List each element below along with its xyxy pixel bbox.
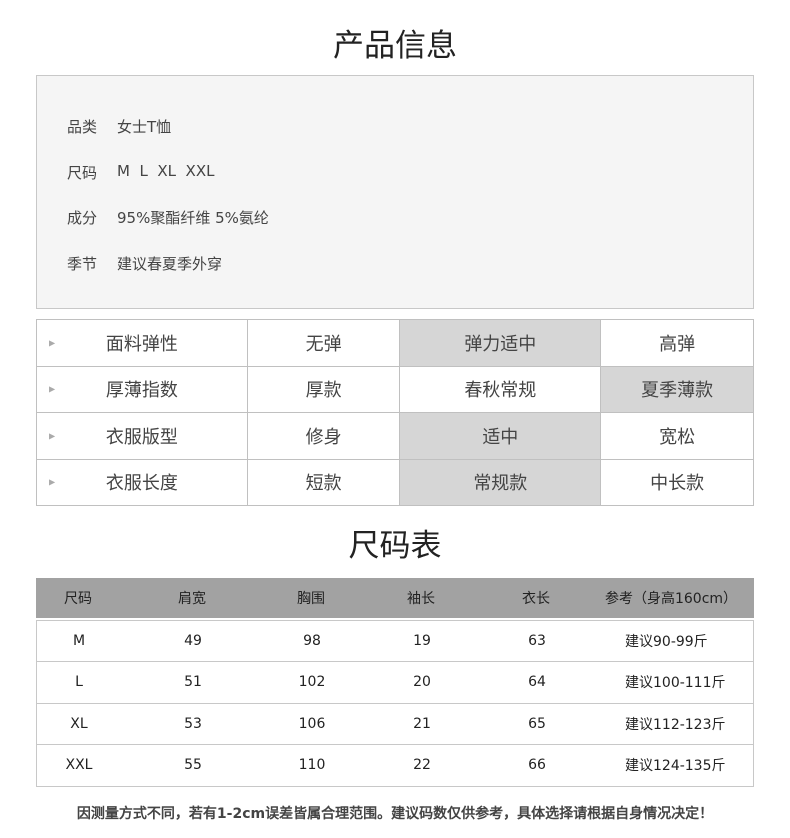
table-cell: 49 xyxy=(184,633,202,650)
info-label: 成分 xyxy=(67,209,98,227)
table-row: XL 53 106 21 65 建议112-123斤 xyxy=(37,704,753,745)
attribute-row: ▶ 厚薄指数 厚款 春秋常规 夏季薄款 xyxy=(36,365,754,413)
attribute-name-text: 厚薄指数 xyxy=(105,380,178,402)
attribute-option-selected: 弹力适中 xyxy=(399,319,602,367)
attribute-option: 春秋常规 xyxy=(399,365,602,413)
table-cell: XXL xyxy=(65,757,93,774)
header-cell: 尺码 xyxy=(64,591,92,607)
header-cell: 袖长 xyxy=(407,591,435,607)
table-cell: 64 xyxy=(528,674,546,691)
attribute-table: ▶ 面料弹性 无弹 弹力适中 高弹 ▶ 厚薄指数 厚款 春秋常规 夏季薄款 ▶ 衣服版型 修身 适中 宽松 ▶… xyxy=(36,319,754,506)
table-cell: 66 xyxy=(528,757,546,774)
size-table-header: 尺码 肩宽 胸围 袖长 衣长 参考（身高160cm） xyxy=(36,578,754,618)
table-cell: M xyxy=(72,633,86,650)
attribute-option: 高弹 xyxy=(600,319,754,367)
info-row-season: 季节 建议春夏季外穿 xyxy=(67,253,222,274)
table-cell: 65 xyxy=(528,715,546,732)
measurement-note: 因测量方式不同，若有1-2cm误差皆属合理范围。建议码数仅供参考，具体选择请根据… xyxy=(76,806,714,822)
table-cell: 110 xyxy=(298,757,326,774)
table-cell: 102 xyxy=(298,674,326,691)
product-info-box: 品类 女士T恤 尺码 M L XL XXL 成分 95%聚酯纤维 5%氨纶 季节 建议春… xyxy=(36,75,754,309)
table-cell: XL xyxy=(70,715,88,732)
info-value: 95%聚酯纤维 5%氨纶 xyxy=(117,209,269,227)
attribute-name: ▶ 衣服版型 xyxy=(36,412,248,460)
info-row-size: 尺码 M L XL XXL xyxy=(67,162,214,183)
table-cell: 建议90-99斤 xyxy=(625,634,708,651)
info-label: 品类 xyxy=(67,118,98,136)
attribute-name: ▶ 厚薄指数 xyxy=(36,365,248,413)
attribute-row: ▶ 衣服长度 短款 常规款 中长款 xyxy=(36,458,754,506)
table-cell: 63 xyxy=(528,633,546,650)
header-cell: 衣长 xyxy=(522,591,550,607)
table-cell: 建议112-123斤 xyxy=(625,716,726,733)
attribute-name: ▶ 面料弹性 xyxy=(36,319,248,367)
attribute-option: 中长款 xyxy=(600,458,754,506)
info-row-category: 品类 女士T恤 xyxy=(67,116,171,137)
product-info-title: 产品信息 xyxy=(333,28,457,64)
table-row: XXL 55 110 22 66 建议124-135斤 xyxy=(37,745,753,786)
table-cell: 51 xyxy=(184,674,202,691)
attribute-name: ▶ 衣服长度 xyxy=(36,458,248,506)
attribute-option: 厚款 xyxy=(246,365,401,413)
attribute-name-text: 衣服长度 xyxy=(105,473,178,495)
info-label: 尺码 xyxy=(67,164,98,182)
attribute-name-text: 衣服版型 xyxy=(105,426,178,448)
table-cell: L xyxy=(75,674,83,691)
attribute-option-selected: 适中 xyxy=(399,412,602,460)
triangle-right-icon: ▶ xyxy=(49,338,56,348)
attribute-option: 宽松 xyxy=(600,412,754,460)
triangle-right-icon: ▶ xyxy=(49,384,56,394)
table-cell: 106 xyxy=(298,715,326,732)
triangle-right-icon: ▶ xyxy=(49,477,56,487)
attribute-option: 无弹 xyxy=(246,319,401,367)
attribute-row: ▶ 面料弹性 无弹 弹力适中 高弹 xyxy=(36,319,754,367)
triangle-right-icon: ▶ xyxy=(49,431,56,441)
size-chart-title: 尺码表 xyxy=(348,528,442,564)
info-value: 建议春夏季外穿 xyxy=(117,255,223,273)
table-cell: 建议124-135斤 xyxy=(625,758,726,775)
header-cell: 胸围 xyxy=(297,591,325,607)
info-row-material: 成分 95%聚酯纤维 5%氨纶 xyxy=(67,207,269,228)
table-row: M 49 98 19 63 建议90-99斤 xyxy=(37,621,753,663)
info-value: 女士T恤 xyxy=(117,118,172,136)
info-label: 季节 xyxy=(67,255,98,273)
table-cell: 20 xyxy=(413,674,431,691)
attribute-row: ▶ 衣服版型 修身 适中 宽松 xyxy=(36,412,754,460)
table-cell: 建议100-111斤 xyxy=(625,675,726,692)
attribute-option-selected: 夏季薄款 xyxy=(600,365,754,413)
header-cell: 肩宽 xyxy=(178,591,206,607)
table-cell: 19 xyxy=(413,633,431,650)
table-row: L 51 102 20 64 建议100-111斤 xyxy=(37,662,753,704)
attribute-option-selected: 常规款 xyxy=(399,458,602,506)
table-cell: 22 xyxy=(413,757,431,774)
info-value: M L XL XXL xyxy=(117,162,215,180)
header-cell: 参考（身高160cm） xyxy=(604,591,738,607)
attribute-option: 修身 xyxy=(246,412,401,460)
size-table-body: M 49 98 19 63 建议90-99斤 L 51 102 20 64 建议100-111斤 XL 5… xyxy=(36,620,754,787)
attribute-name-text: 面料弹性 xyxy=(105,333,178,355)
table-cell: 55 xyxy=(184,757,202,774)
table-cell: 53 xyxy=(184,715,202,732)
attribute-option: 短款 xyxy=(246,458,401,506)
table-cell: 98 xyxy=(303,633,321,650)
table-cell: 21 xyxy=(413,715,431,732)
